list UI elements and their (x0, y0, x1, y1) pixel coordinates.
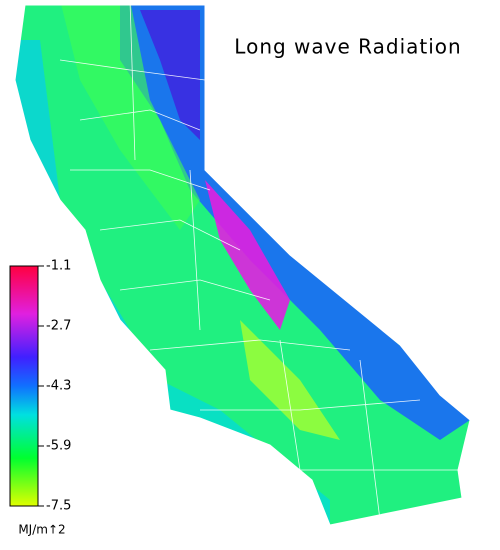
map-title: Long wave Radiation (234, 35, 461, 59)
coast-region (15, 40, 130, 330)
colorbar-tick-label: -2.7 (46, 319, 71, 334)
colorbar-tick-label: -7.5 (46, 499, 71, 514)
low-region (240, 320, 340, 440)
colorbar-tick-label: -4.3 (46, 379, 71, 394)
mid-region (60, 5, 200, 230)
county-lines (59, 5, 460, 521)
colorbar-tick-label: -5.9 (46, 439, 71, 454)
peak-region (205, 180, 290, 330)
colorbar-unit: MJ/m↑2 (18, 523, 65, 537)
colorbar (9, 265, 39, 507)
colorbar-tick-label: -1.1 (46, 259, 71, 274)
state-outline (14, 4, 471, 526)
